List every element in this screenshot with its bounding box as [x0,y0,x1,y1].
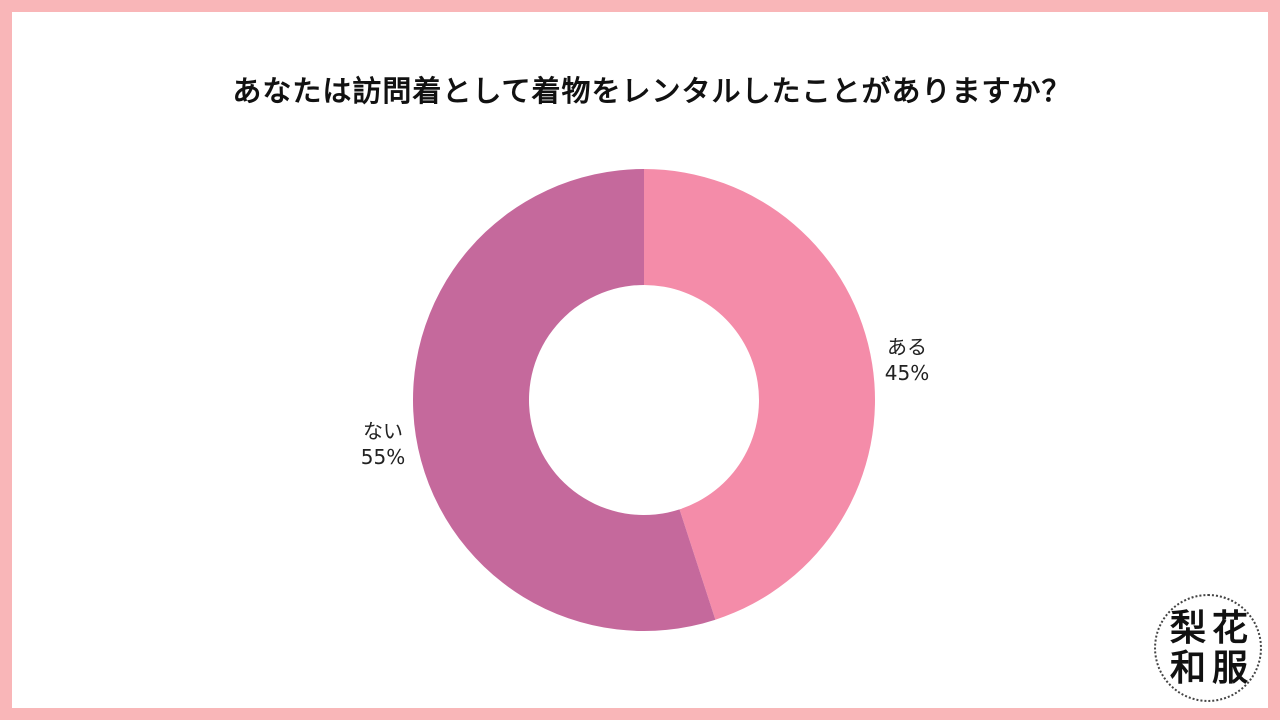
logo-char-2: 花 [1211,607,1248,649]
slice-nai [413,169,716,631]
slice-label-nai: ない 55% [338,418,428,470]
chart-title: あなたは訪問着として着物をレンタルしたことがありますか？ [232,74,1072,108]
slice-aru [644,169,875,620]
slice-label-aru-value: 45% [884,361,930,385]
brand-logo: 梨 花 和 服 [1154,594,1262,702]
logo-char-1: 梨 [1169,607,1206,649]
slice-label-aru-name: ある [887,335,927,359]
logo-char-3: 和 [1169,647,1206,689]
slice-label-nai-value: 55% [360,445,406,469]
slice-label-aru: ある 45% [862,334,952,386]
slice-label-nai-name: ない [363,419,403,443]
logo-char-4: 服 [1211,647,1248,689]
